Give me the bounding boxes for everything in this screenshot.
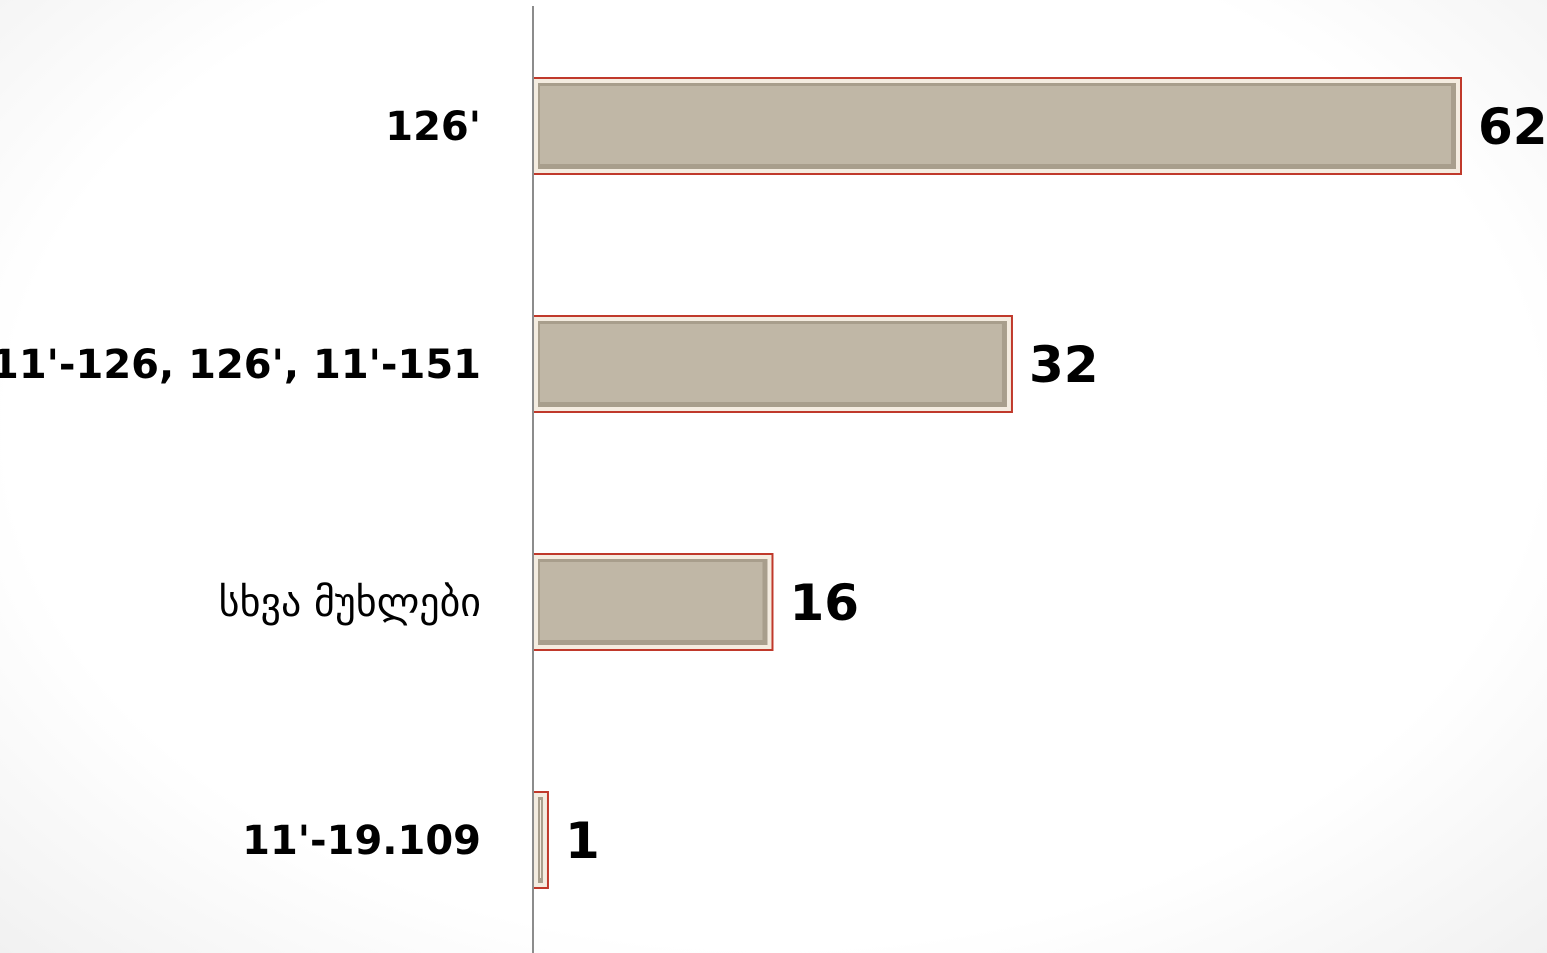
category-label: 11'-19.109	[242, 818, 481, 864]
value-label: 16	[789, 574, 859, 632]
value-label: 62	[1478, 98, 1547, 156]
bar-group: 11'-19.109 1	[242, 791, 600, 889]
value-label: 32	[1029, 336, 1099, 394]
bar-fill	[540, 324, 1002, 402]
bar-group: 11'-126, 126', 11'-151 32	[0, 315, 1099, 413]
bar-group: სხვა მუხლები 16	[219, 553, 859, 651]
category-label: სხვა მუხლები	[219, 580, 481, 626]
category-label: 126'	[385, 104, 481, 150]
bar-group: 126' 62	[385, 77, 1547, 175]
category-label: 11'-126, 126', 11'-151	[0, 342, 481, 388]
bar-fill	[540, 800, 541, 878]
bar-fill	[540, 562, 763, 640]
value-label: 1	[565, 812, 600, 870]
bar-fill	[540, 86, 1451, 164]
